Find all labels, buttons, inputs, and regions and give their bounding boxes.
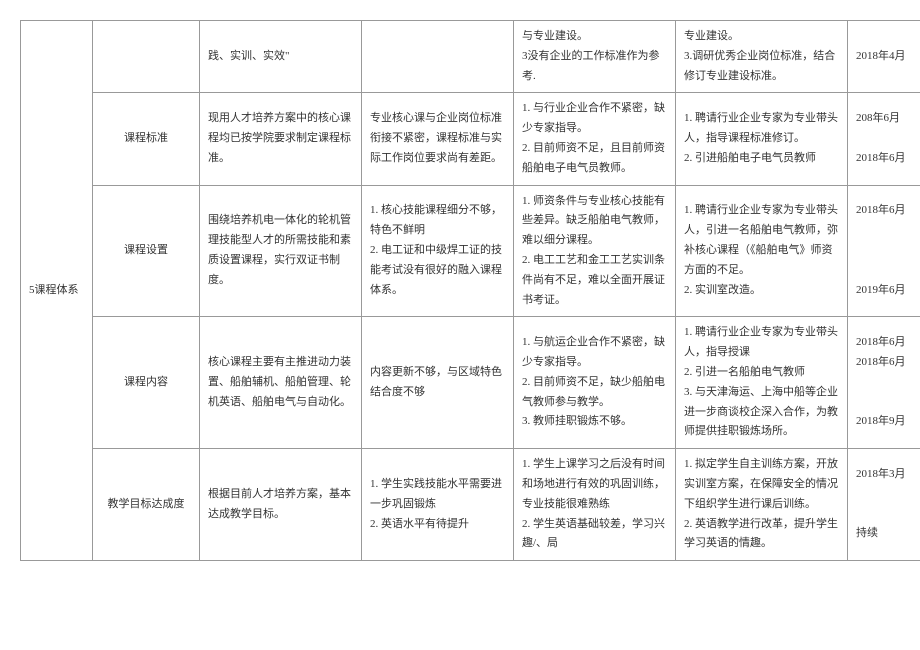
cell-c3: 内容更新不够，与区域特色结合度不够 — [362, 317, 514, 449]
cell-c2: 现用人才培养方案中的核心课程均已按学院要求制定课程标准。 — [200, 93, 362, 185]
cell-c5: 1. 聘请行业企业专家为专业带头人，指导课程标准修订。2. 引进船舶电子电气员教… — [676, 93, 848, 185]
table-row: 课程内容 核心课程主要有主推进动力装置、船舶辅机、船舶管理、轮机英语、船舶电气与… — [21, 317, 920, 449]
curriculum-table: 5课程体系 践、实训、实效" 与专业建设。 3没有企业的工作标准作为参考. 专业… — [20, 20, 920, 561]
cell-c6: 2018年3月持续 — [848, 449, 920, 561]
cell-c6: 2018年6月2019年6月 — [848, 185, 920, 317]
table-row: 教学目标达成度 根据目前人才培养方案，基本达成教学目标。 1. 学生实践技能水平… — [21, 449, 920, 561]
cell-c4: 1. 与航运企业合作不紧密，缺少专家指导。2. 目前师资不足，缺少船舶电气教师参… — [514, 317, 676, 449]
cell-c1 — [93, 21, 200, 93]
cell-c5: 1. 聘请行业企业专家为专业带头人，引进一名船舶电气教师，弥补核心课程（《船舶电… — [676, 185, 848, 317]
cell-c3: 1. 学生实践技能水平需要进一步巩固锻炼2. 英语水平有待提升 — [362, 449, 514, 561]
cell-c3: 1. 核心技能课程细分不够，特色不鲜明2. 电工证和中级焊工证的技能考试没有很好… — [362, 185, 514, 317]
cell-c4: 1. 与行业企业合作不紧密，缺少专家指导。2. 目前师资不足，且目前师资船舶电子… — [514, 93, 676, 185]
table-row: 5课程体系 践、实训、实效" 与专业建设。 3没有企业的工作标准作为参考. 专业… — [21, 21, 920, 93]
cell-c5: 1. 聘请行业企业专家为专业带头人，指导授课2. 引进一名船舶电气教师3. 与天… — [676, 317, 848, 449]
cell-c2: 核心课程主要有主推进动力装置、船舶辅机、船舶管理、轮机英语、船舶电气与自动化。 — [200, 317, 362, 449]
cell-c1: 课程设置 — [93, 185, 200, 317]
cell-c1: 教学目标达成度 — [93, 449, 200, 561]
cell-c3: 专业核心课与企业岗位标准衔接不紧密，课程标准与实际工作岗位要求尚有差距。 — [362, 93, 514, 185]
cell-c1: 课程标准 — [93, 93, 200, 185]
cell-c5: 专业建设。3.调研优秀企业岗位标准，结合修订专业建设标准。 — [676, 21, 848, 93]
cell-c4: 1. 师资条件与专业核心技能有些差异。缺乏船舶电气教师，难以细分课程。2. 电工… — [514, 185, 676, 317]
cell-c2: 根据目前人才培养方案，基本达成教学目标。 — [200, 449, 362, 561]
table-row: 课程设置 围绕培养机电一体化的轮机管理技能型人才的所需技能和素质设置课程，实行双… — [21, 185, 920, 317]
cell-c6: 208年6月2018年6月 — [848, 93, 920, 185]
cell-c6: 2018年4月 — [848, 21, 920, 93]
cell-c2: 践、实训、实效" — [200, 21, 362, 93]
category-cell: 5课程体系 — [21, 21, 93, 561]
cell-c2: 围绕培养机电一体化的轮机管理技能型人才的所需技能和素质设置课程，实行双证书制度。 — [200, 185, 362, 317]
cell-c6: 2018年6月2018年6月2018年9月 — [848, 317, 920, 449]
table-row: 课程标准 现用人才培养方案中的核心课程均已按学院要求制定课程标准。 专业核心课与… — [21, 93, 920, 185]
cell-c5: 1. 拟定学生自主训练方案，开放实训室方案，在保障安全的情况下组织学生进行课后训… — [676, 449, 848, 561]
cell-c4: 1. 学生上课学习之后没有时间和场地进行有效的巩固训练，专业技能很难熟练2. 学… — [514, 449, 676, 561]
cell-c1: 课程内容 — [93, 317, 200, 449]
cell-c3 — [362, 21, 514, 93]
cell-c4: 与专业建设。 3没有企业的工作标准作为参考. — [514, 21, 676, 93]
